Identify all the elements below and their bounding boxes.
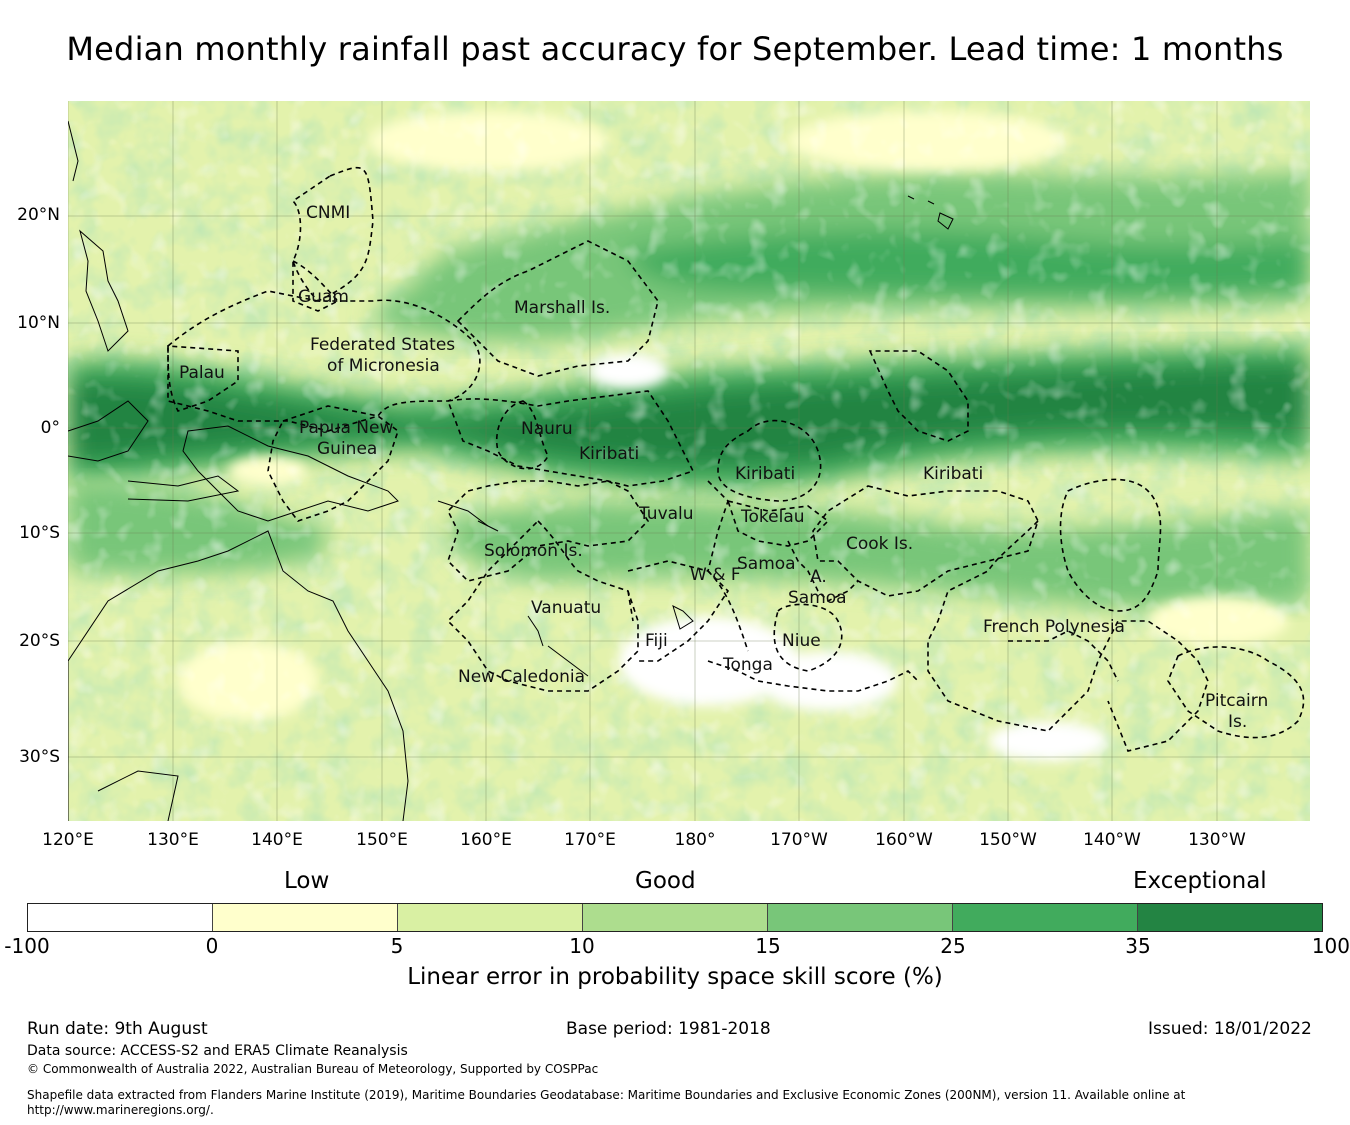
legend-category-exceptional: Exceptional [1133,868,1267,894]
lat-label: 0° [40,418,60,438]
region-label: Palau [179,363,225,383]
lon-label: 160°E [460,830,512,850]
region-label: Kiribati [735,464,795,484]
region-label: Samoa [788,588,847,608]
color-bar-tick: 100 [1311,934,1350,958]
map-canvas: CNMI Guam Marshall Is. Federated States … [68,101,1310,821]
region-label: Nauru [521,419,573,439]
color-bar-tick: 35 [1125,934,1151,958]
region-label: Papua New [299,418,393,438]
lon-label: 140°W [1083,830,1141,850]
lat-label: 20°S [19,631,60,651]
region-label: Is. [1228,712,1247,732]
region-label: Kiribati [579,444,639,464]
region-label: Pitcairn [1205,691,1268,711]
lon-label: 170°E [564,830,616,850]
color-bar-segment [398,904,583,931]
region-label: Tuvalu [638,504,694,524]
region-labels: CNMI Guam Marshall Is. Federated States … [179,203,1268,732]
region-label: W & F [690,565,741,585]
coastlines [68,120,954,821]
color-bar-tick: 0 [205,934,219,958]
color-bar-segment [1138,904,1322,931]
region-label: CNMI [306,203,350,223]
lon-label: 150°W [979,830,1037,850]
region-label: Solomon Is. [484,541,583,561]
lat-label: 10°S [19,523,60,543]
color-bar-segment [768,904,953,931]
lat-label: 20°N [17,205,60,225]
lon-label: 150°E [356,830,408,850]
lon-label: 180° [674,830,716,850]
texture-light [68,101,1310,821]
legend-category-good: Good [635,868,696,894]
lon-label: 170°W [770,830,828,850]
region-label: Samoa [737,554,796,574]
region-label: Marshall Is. [514,298,610,318]
data-source: Data source: ACCESS-S2 and ERA5 Climate … [27,1043,408,1059]
region-label: Guinea [317,439,377,459]
legend-category-low: Low [284,868,330,894]
region-label: Cook Is. [846,534,913,554]
eez-boundaries [167,166,1305,752]
run-date: Run date: 9th August [27,1019,208,1039]
lon-label: 130°E [147,830,199,850]
color-bar-title: Linear error in probability space skill … [407,964,943,990]
issued-date: Issued: 18/01/2022 [1148,1019,1312,1039]
region-label: Federated States [310,335,455,355]
region-label: Guam [298,287,349,307]
color-bar-segment [953,904,1138,931]
region-label: Tonga [722,655,773,675]
region-label: Kiribati [923,464,983,484]
region-label: New Caledonia [458,667,585,687]
lon-label: 140°E [251,830,303,850]
color-bar-tick: 15 [755,934,781,958]
rainfall-skill-map: CNMI Guam Marshall Is. Federated States … [68,101,1310,821]
region-label: Vanuatu [531,598,601,618]
region-label: A. [810,567,827,587]
lon-label: 120°E [42,830,94,850]
color-bar-segment [213,904,398,931]
color-bar-tick: -100 [4,934,50,958]
color-bar-tick: 5 [390,934,404,958]
color-bar-tick: 25 [940,934,966,958]
color-bar [27,903,1323,932]
region-label: of Micronesia [327,356,440,376]
graticule [68,101,1310,821]
lon-label: 130°W [1188,830,1246,850]
shapefile-credit: Shapefile data extracted from Flanders M… [27,1088,1186,1102]
lat-label: 10°N [17,313,60,333]
region-label: Tokelau [740,507,805,527]
region-label: French Polynesia [983,617,1125,637]
base-period: Base period: 1981-2018 [566,1019,771,1039]
color-bar-segment [28,904,213,931]
color-bar-tick: 10 [569,934,595,958]
region-label: Fiji [645,631,668,651]
map-title: Median monthly rainfall past accuracy fo… [66,30,1284,68]
lon-label: 160°W [875,830,933,850]
lat-label: 30°S [19,747,60,767]
color-bar-segment [583,904,768,931]
copyright: © Commonwealth of Australia 2022, Austra… [27,1062,599,1076]
shapefile-url: http://www.marineregions.org/. [27,1103,214,1117]
region-label: Niue [782,631,821,651]
